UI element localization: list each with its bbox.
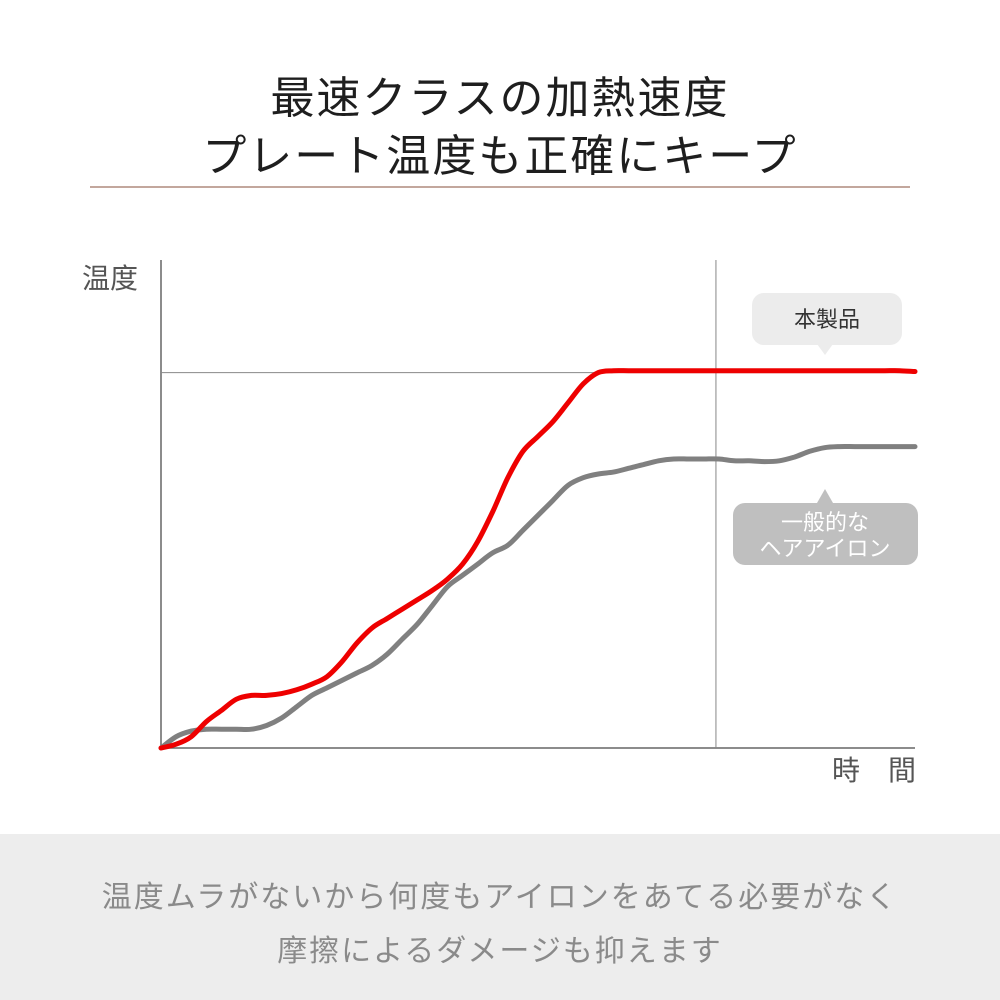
product-callout-label: 本製品: [794, 308, 860, 333]
generic-callout-line-2: ヘアアイロン: [760, 537, 891, 562]
series-line-generic-iron: [158, 444, 918, 751]
generic-iron-callout: 一般的な ヘアアイロン: [733, 489, 918, 565]
footer-line-1: 温度ムラがないから何度もアイロンをあてる必要がなく: [101, 880, 899, 915]
generic-callout-line-1: 一般的な: [781, 511, 869, 536]
footer-panel: 温度ムラがないから何度もアイロンをあてる必要がなく 摩擦によるダメージも抑えます: [0, 834, 1000, 1000]
product-callout: 本製品: [752, 293, 902, 355]
series-line-product: [158, 368, 918, 751]
title-line-1: 最速クラスの加熱速度: [270, 73, 730, 124]
temperature-chart: 温度 時 間 本製品 一般的な ヘアアイロン: [82, 260, 918, 787]
title-line-2: プレート温度も正確にキープ: [202, 131, 798, 182]
x-axis-label: 時 間: [832, 754, 916, 787]
y-axis-label: 温度: [82, 262, 138, 295]
footer-line-2: 摩擦によるダメージも抑えます: [277, 934, 723, 969]
title-divider: [90, 186, 910, 188]
